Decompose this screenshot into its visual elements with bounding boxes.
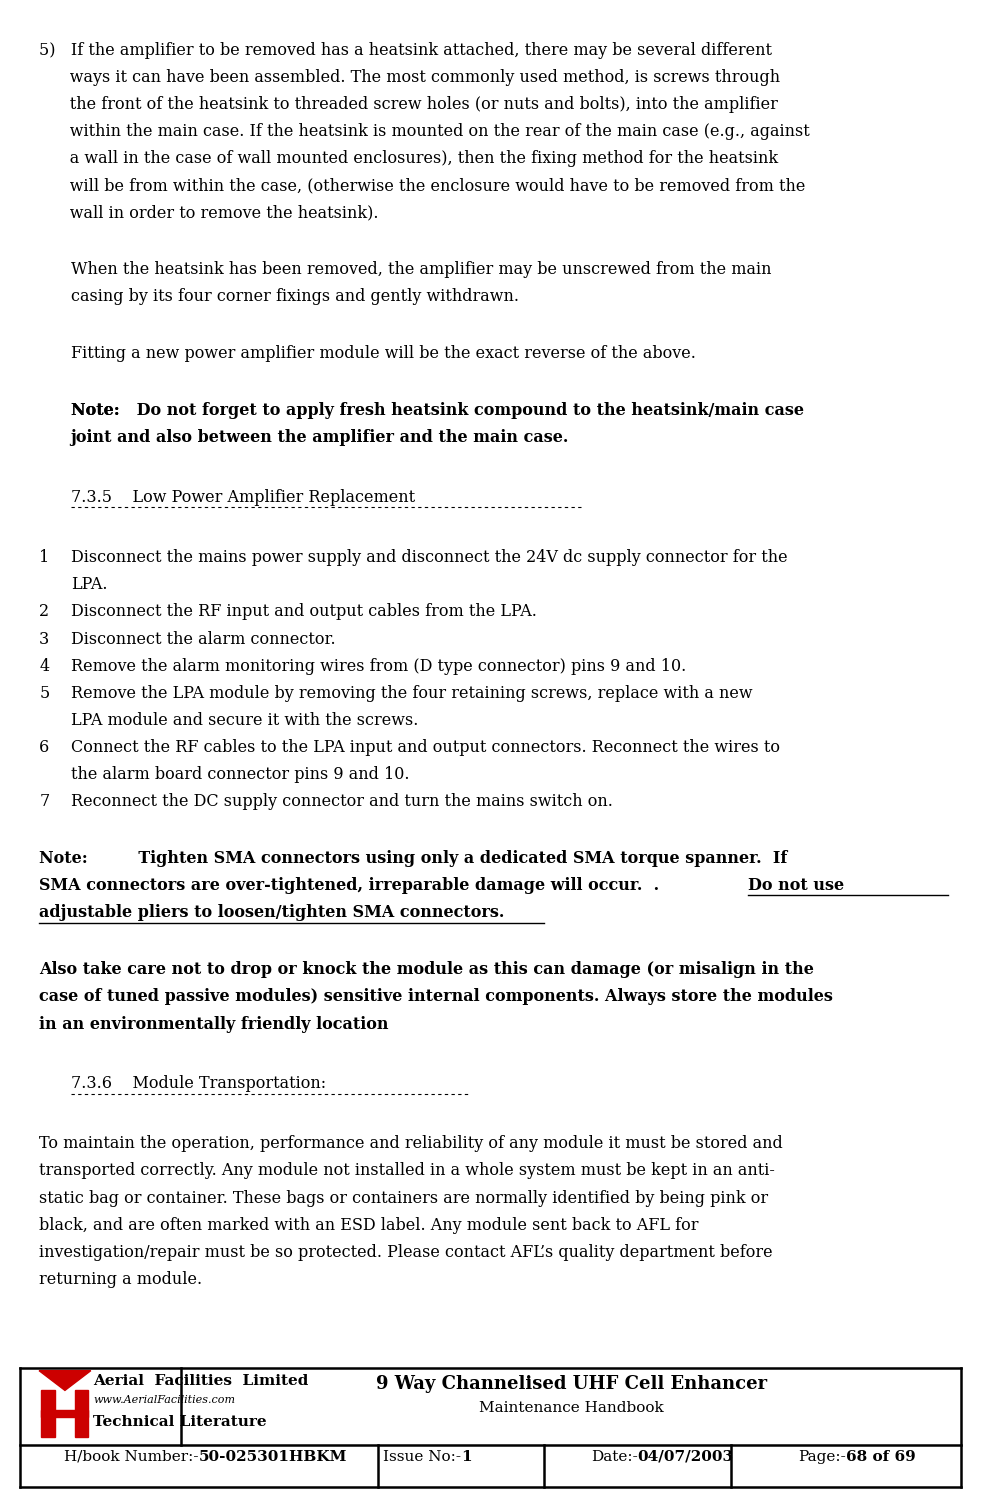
Text: 7: 7 [39, 793, 49, 811]
Text: static bag or container. These bags or containers are normally identified by bei: static bag or container. These bags or c… [39, 1189, 768, 1207]
Text: Remove the alarm monitoring wires from (D type connector) pins 9 and 10.: Remove the alarm monitoring wires from (… [71, 657, 686, 675]
Text: Technical Literature: Technical Literature [93, 1416, 267, 1429]
Text: Connect the RF cables to the LPA input and output connectors. Reconnect the wire: Connect the RF cables to the LPA input a… [71, 739, 780, 755]
Text: 2: 2 [39, 603, 49, 620]
Text: 7.3.6    Module Transportation:: 7.3.6 Module Transportation: [71, 1076, 326, 1092]
Bar [41, 1390, 55, 1436]
Text: Aerial  Facilities  Limited: Aerial Facilities Limited [93, 1374, 309, 1387]
Bar [76, 1390, 88, 1436]
Text: casing by its four corner fixings and gently withdrawn.: casing by its four corner fixings and ge… [71, 289, 519, 305]
Text: in an environmentally friendly location: in an environmentally friendly location [39, 1016, 388, 1033]
Text: wall in order to remove the heatsink).: wall in order to remove the heatsink). [39, 204, 379, 222]
Text: Page:-: Page:- [799, 1450, 847, 1463]
Text: 1: 1 [39, 550, 49, 566]
Text: a wall in the case of wall mounted enclosures), then the fixing method for the h: a wall in the case of wall mounted enclo… [39, 150, 778, 167]
Text: adjustable pliers to loosen/tighten SMA connectors.: adjustable pliers to loosen/tighten SMA … [39, 904, 504, 921]
Bar [41, 1410, 88, 1417]
Text: When the heatsink has been removed, the amplifier may be unscrewed from the main: When the heatsink has been removed, the … [71, 261, 771, 279]
Text: LPA.: LPA. [71, 577, 107, 593]
Text: Remove the LPA module by removing the four retaining screws, replace with a new: Remove the LPA module by removing the fo… [71, 685, 752, 702]
Text: Issue No:-: Issue No:- [383, 1450, 461, 1463]
Text: 04/07/2003: 04/07/2003 [638, 1450, 734, 1463]
Text: www.AerialFacilities.com: www.AerialFacilities.com [93, 1395, 235, 1405]
Text: Note:         Tighten SMA connectors using only a dedicated SMA torque spanner. : Note: Tighten SMA connectors using only … [39, 851, 788, 867]
Text: the front of the heatsink to threaded screw holes (or nuts and bolts), into the : the front of the heatsink to threaded sc… [39, 95, 778, 113]
Text: 5)   If the amplifier to be removed has a heatsink attached, there may be severa: 5) If the amplifier to be removed has a … [39, 42, 772, 58]
Text: within the main case. If the heatsink is mounted on the rear of the main case (e: within the main case. If the heatsink is… [39, 124, 810, 140]
Text: joint and also between the amplifier and the main case.: joint and also between the amplifier and… [71, 429, 569, 447]
Text: Disconnect the alarm connector.: Disconnect the alarm connector. [71, 630, 336, 648]
Text: 6: 6 [39, 739, 49, 755]
Text: ways it can have been assembled. The most commonly used method, is screws throug: ways it can have been assembled. The mos… [39, 69, 780, 86]
Polygon shape [39, 1371, 91, 1390]
Text: Reconnect the DC supply connector and turn the mains switch on.: Reconnect the DC supply connector and tu… [71, 793, 612, 811]
Text: Do not use: Do not use [748, 878, 844, 894]
Text: Maintenance Handbook: Maintenance Handbook [479, 1401, 664, 1414]
Text: 7.3.5    Low Power Amplifier Replacement: 7.3.5 Low Power Amplifier Replacement [71, 489, 415, 507]
Text: Disconnect the RF input and output cables from the LPA.: Disconnect the RF input and output cable… [71, 603, 537, 620]
Text: case of tuned passive modules) sensitive internal components. Always store the m: case of tuned passive modules) sensitive… [39, 988, 833, 1006]
Text: black, and are often marked with an ESD label. Any module sent back to AFL for: black, and are often marked with an ESD … [39, 1217, 698, 1234]
Text: H/book Number:-: H/book Number:- [64, 1450, 198, 1463]
Text: Note:   Do not forget to apply fresh heatsink compound to the heatsink/main case: Note: Do not forget to apply fresh heats… [71, 402, 803, 419]
Text: 68 of 69: 68 of 69 [847, 1450, 916, 1463]
Text: 50-025301HBKM: 50-025301HBKM [198, 1450, 347, 1463]
Text: 1: 1 [461, 1450, 472, 1463]
Text: 5: 5 [39, 685, 49, 702]
Text: Disconnect the mains power supply and disconnect the 24V dc supply connector for: Disconnect the mains power supply and di… [71, 550, 788, 566]
Text: transported correctly. Any module not installed in a whole system must be kept i: transported correctly. Any module not in… [39, 1162, 775, 1180]
Text: SMA connectors are over-tightened, irreparable damage will occur.  .: SMA connectors are over-tightened, irrep… [39, 878, 671, 894]
Text: investigation/repair must be so protected. Please contact AFL’s quality departme: investigation/repair must be so protecte… [39, 1244, 773, 1261]
Text: Fitting a new power amplifier module will be the exact reverse of the above.: Fitting a new power amplifier module wil… [71, 346, 696, 362]
Text: 4: 4 [39, 657, 49, 675]
Text: 3: 3 [39, 630, 49, 648]
Text: To maintain the operation, performance and reliability of any module it must be : To maintain the operation, performance a… [39, 1135, 783, 1152]
Text: 9 Way Channelised UHF Cell Enhancer: 9 Way Channelised UHF Cell Enhancer [376, 1375, 767, 1393]
Text: LPA module and secure it with the screws.: LPA module and secure it with the screws… [71, 712, 418, 729]
Text: the alarm board connector pins 9 and 10.: the alarm board connector pins 9 and 10. [71, 766, 409, 784]
Text: Also take care not to drop or knock the module as this can damage (or misalign i: Also take care not to drop or knock the … [39, 961, 814, 979]
Text: returning a module.: returning a module. [39, 1271, 202, 1287]
Text: Date:-: Date:- [591, 1450, 638, 1463]
Text: will be from within the case, (otherwise the enclosure would have to be removed : will be from within the case, (otherwise… [39, 177, 805, 194]
Text: Note:: Note: [71, 402, 130, 419]
